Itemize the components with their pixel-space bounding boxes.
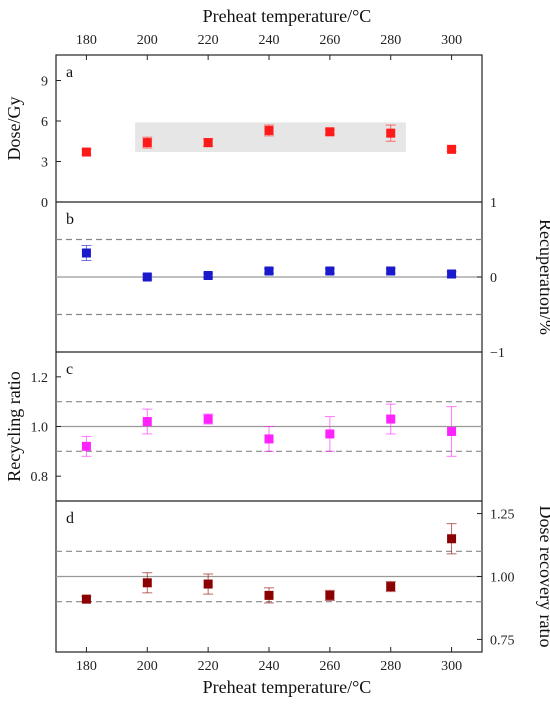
- y-tick-label: 1.0: [31, 421, 49, 436]
- y-tick-label: 9: [41, 75, 48, 90]
- bottom-x-tick-label: 200: [137, 659, 158, 674]
- data-point: [203, 138, 213, 148]
- panel-label: c: [66, 361, 73, 378]
- y-tick-label: 0.8: [31, 470, 49, 485]
- bottom-x-tick-label: 280: [380, 659, 401, 674]
- panel-c: 0.8 1.0 1.2 Recycling ratio c: [4, 351, 482, 485]
- bottom-x-tick-label: 240: [259, 659, 280, 674]
- panel-label: a: [66, 64, 73, 81]
- data-point: [81, 147, 91, 157]
- data-point: [81, 248, 91, 258]
- y-tick-label: 3: [41, 156, 48, 171]
- bottom-x-tick-label: 300: [441, 659, 462, 674]
- panel-a: 0 3 6 9 Dose/Gy a: [4, 64, 457, 211]
- y-tick-label: 1.2: [31, 371, 49, 386]
- data-point: [447, 534, 457, 544]
- data-point: [264, 590, 274, 600]
- y-tick-label: 0.75: [490, 633, 515, 648]
- data-point: [203, 271, 213, 280]
- data-point: [142, 417, 152, 427]
- panel-d: 0.75 1.00 1.25 Dose recovery ratio d: [56, 500, 550, 648]
- data-point: [386, 414, 396, 424]
- top-x-tick-label: 240: [259, 33, 280, 48]
- data-point: [81, 441, 91, 451]
- data-point: [203, 579, 213, 589]
- y-axis-title: Dose/Gy: [4, 97, 24, 161]
- y-tick-label: 6: [41, 115, 48, 130]
- panel-label: b: [66, 211, 74, 228]
- top-x-tick-label: 260: [319, 33, 340, 48]
- data-point: [142, 578, 152, 588]
- data-point: [386, 582, 396, 592]
- y-axis-title: Recuperation/%: [536, 219, 550, 335]
- y-tick-label: 0: [490, 271, 497, 286]
- data-point: [264, 266, 274, 276]
- top-x-tick-label: 180: [76, 33, 97, 48]
- bottom-x-tick-label: 260: [319, 659, 340, 674]
- top-x-tick-label: 200: [137, 33, 158, 48]
- y-tick-label: 1.25: [490, 508, 515, 523]
- panels-layer: 1801802002002202202402402602602802803003…: [4, 33, 550, 674]
- data-point: [447, 269, 457, 279]
- data-point: [325, 429, 335, 439]
- data-point: [386, 266, 396, 276]
- data-point: [325, 127, 335, 137]
- data-point: [325, 266, 335, 276]
- y-axis-title: Dose recovery ratio: [536, 506, 550, 648]
- panel-label: d: [66, 510, 74, 527]
- bottom-x-tick-label: 220: [198, 659, 219, 674]
- data-point: [447, 144, 457, 154]
- top-x-tick-label: 220: [198, 33, 219, 48]
- top-x-tick-label: 280: [380, 33, 401, 48]
- data-point: [142, 138, 152, 148]
- data-point: [264, 434, 274, 444]
- y-tick-label: −1: [490, 346, 505, 361]
- data-point: [203, 414, 213, 424]
- bottom-x-tick-label: 180: [76, 659, 97, 674]
- data-point: [325, 590, 335, 600]
- data-point: [447, 426, 457, 436]
- top-x-axis-title: Preheat temperature/°C: [203, 6, 372, 26]
- y-tick-label: 1: [490, 196, 497, 211]
- y-tick-label: 0: [41, 196, 48, 211]
- top-x-tick-label: 300: [441, 33, 462, 48]
- panel-b: −1 0 1 Recuperation/% b: [56, 196, 550, 361]
- y-tick-label: 1.00: [490, 571, 515, 586]
- data-point: [81, 594, 91, 604]
- y-axis-title: Recycling ratio: [4, 371, 24, 481]
- data-point: [386, 128, 396, 138]
- data-point: [142, 272, 152, 282]
- bottom-x-axis-title: Preheat temperature/°C: [203, 677, 372, 697]
- data-point: [264, 125, 274, 135]
